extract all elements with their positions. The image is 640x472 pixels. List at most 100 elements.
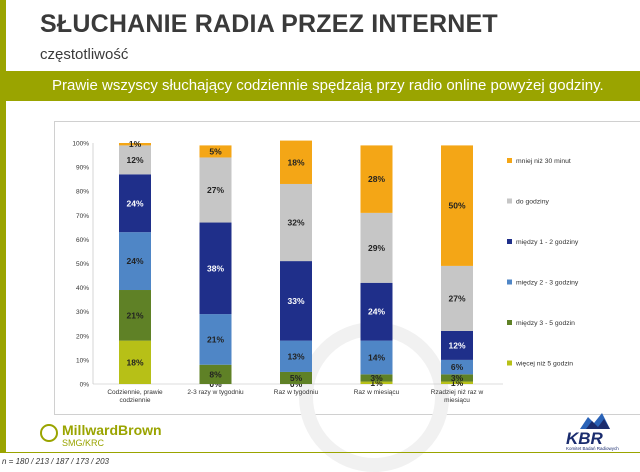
data-label: 29% xyxy=(368,243,385,253)
bar-segment xyxy=(199,157,232,223)
millward-brown-sub: SMG/KRC xyxy=(62,438,105,448)
headline-banner xyxy=(0,71,640,101)
bar-segment xyxy=(199,364,232,384)
data-label: 3% xyxy=(370,373,383,383)
bar-segment xyxy=(441,359,473,375)
bar-segment xyxy=(360,212,393,283)
y-tick-label: 90% xyxy=(76,165,89,172)
data-label: 28% xyxy=(368,174,385,184)
data-label: 12% xyxy=(126,155,143,165)
legend-label: między 2 - 3 godziny xyxy=(516,280,579,287)
data-label: 27% xyxy=(448,293,465,303)
data-label: 3% xyxy=(451,373,464,383)
legend-label: mniej niż 30 minut xyxy=(516,158,571,165)
bar-segment xyxy=(119,174,151,233)
data-label: 13% xyxy=(287,351,304,361)
sample-size-note: n = 180 / 213 / 187 / 173 / 203 xyxy=(2,457,109,466)
bar-segment xyxy=(441,381,473,384)
category-label: Codziennie, prawie xyxy=(107,389,163,396)
legend-swatch xyxy=(507,198,512,204)
y-tick-label: 40% xyxy=(76,285,89,292)
category-label: codziennie xyxy=(119,397,150,404)
bar-segment xyxy=(441,265,473,331)
bar-segment xyxy=(360,145,393,213)
bar-segment xyxy=(280,371,312,384)
data-label: 18% xyxy=(126,357,143,367)
millward-brown-logo: MillwardBrown SMG/KRC xyxy=(40,422,162,452)
bar-segment xyxy=(360,381,393,384)
bar-segment xyxy=(360,282,393,341)
bar-segment xyxy=(441,374,473,382)
data-label: 24% xyxy=(126,198,143,208)
legend-label: między 3 - 5 godzin xyxy=(516,320,575,327)
bar-segment xyxy=(119,143,151,146)
bar-segment xyxy=(360,340,393,375)
category-label: Rzadziej niż raz w xyxy=(431,389,484,396)
bar-segment xyxy=(280,140,312,184)
bar-segment xyxy=(199,222,232,315)
bar-segment xyxy=(119,232,151,291)
category-label: miesiącu xyxy=(444,397,470,404)
kbr-logo: KBR Komitet Badań Radiowych xyxy=(560,413,630,453)
data-label: 50% xyxy=(448,201,465,211)
legend-swatch xyxy=(507,360,512,366)
y-tick-label: 0% xyxy=(80,382,90,389)
data-label: 21% xyxy=(126,310,143,320)
bar-segment xyxy=(280,261,312,341)
data-label: 5% xyxy=(209,146,222,156)
legend-label: do godziny xyxy=(516,199,549,206)
footer-divider xyxy=(0,452,640,453)
data-label: 1% xyxy=(370,378,383,388)
bar-segment xyxy=(441,330,473,360)
y-tick-label: 80% xyxy=(76,189,89,196)
kbr-logo-icon xyxy=(580,413,610,429)
data-label: 12% xyxy=(448,340,465,350)
bar-segment xyxy=(280,183,312,262)
page-subtitle: częstotliwość xyxy=(40,46,129,63)
data-label: 1% xyxy=(451,378,464,388)
legend-swatch xyxy=(507,239,512,244)
bar-segment xyxy=(441,145,473,266)
data-label: 21% xyxy=(207,334,224,344)
data-label: 5% xyxy=(290,373,303,383)
category-label: Raz w tygodniu xyxy=(274,389,319,396)
bar-segment xyxy=(119,340,151,384)
bar-segment xyxy=(119,145,151,175)
bar-segment xyxy=(119,290,151,341)
kbr-name: KBR xyxy=(566,429,603,448)
data-label: 32% xyxy=(287,218,304,228)
page-title: SŁUCHANIE RADIA PRZEZ INTERNET xyxy=(40,10,498,38)
accent-bar xyxy=(0,0,6,452)
data-label: 14% xyxy=(368,352,385,362)
legend-swatch xyxy=(507,320,512,325)
data-label: 6% xyxy=(451,362,464,372)
bar-segment xyxy=(199,145,232,158)
kbr-sub: Komitet Badań Radiowych xyxy=(566,446,619,451)
data-label: 1% xyxy=(129,139,142,149)
legend-swatch xyxy=(507,279,512,285)
millward-brown-name: MillwardBrown xyxy=(62,422,162,438)
legend-swatch xyxy=(507,158,512,163)
bar-segment xyxy=(360,374,393,382)
y-tick-label: 10% xyxy=(76,357,89,364)
data-label: 24% xyxy=(126,256,143,266)
data-label: 8% xyxy=(209,369,222,379)
category-label: 2-3 razy w tygodniu xyxy=(187,389,244,396)
data-label: 27% xyxy=(207,185,224,195)
y-tick-label: 100% xyxy=(72,141,89,148)
data-label: 33% xyxy=(287,296,304,306)
legend-label: między 1 - 2 godziny xyxy=(516,239,579,246)
y-tick-label: 70% xyxy=(76,213,89,220)
headline-text: Prawie wszyscy słuchający codziennie spę… xyxy=(52,77,604,94)
stacked-bar-chart: 0% 10% 20% 30% 40% 50% 60% 70% 80% 90% 100% 18% 21% 2… xyxy=(72,139,579,404)
bar-segment xyxy=(280,340,312,372)
legend-label: więcej niż 5 godzin xyxy=(515,361,573,368)
y-tick-label: 20% xyxy=(76,333,89,340)
data-label: 24% xyxy=(368,307,385,317)
y-tick-label: 50% xyxy=(76,261,89,268)
y-tick-label: 30% xyxy=(76,309,89,316)
chart-frame: 0% 10% 20% 30% 40% 50% 60% 70% 80% 90% 100% 18% 21% 2… xyxy=(54,121,640,472)
data-label: 18% xyxy=(287,157,304,167)
millward-brown-logo-icon xyxy=(40,424,58,442)
